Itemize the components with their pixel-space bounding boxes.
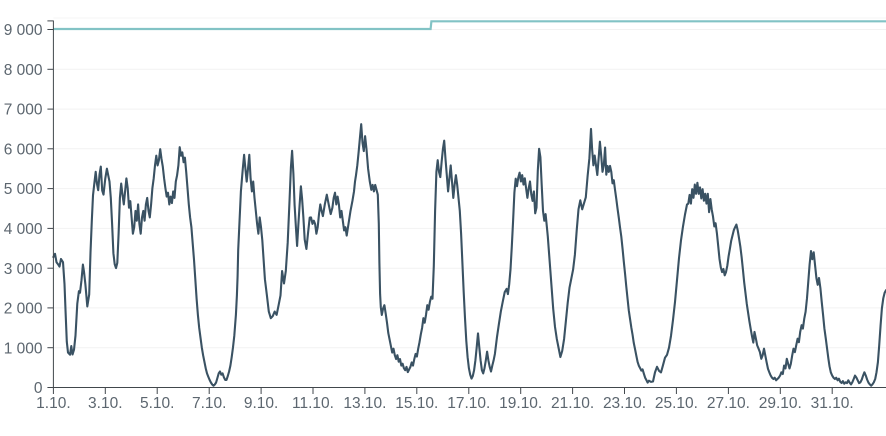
svg-text:25.10.: 25.10. <box>655 395 698 412</box>
svg-text:7.10.: 7.10. <box>192 395 226 412</box>
svg-text:9 000: 9 000 <box>4 22 43 39</box>
svg-text:19.10.: 19.10. <box>499 395 542 412</box>
svg-text:8 000: 8 000 <box>4 62 43 79</box>
svg-text:0: 0 <box>34 380 43 397</box>
svg-text:4 000: 4 000 <box>4 221 43 238</box>
svg-text:6 000: 6 000 <box>4 141 43 158</box>
svg-text:15.10.: 15.10. <box>395 395 438 412</box>
svg-text:11.10.: 11.10. <box>292 395 334 412</box>
svg-text:29.10.: 29.10. <box>759 395 802 412</box>
svg-text:7 000: 7 000 <box>4 102 43 119</box>
svg-text:3 000: 3 000 <box>4 261 43 278</box>
svg-text:5.10.: 5.10. <box>140 395 174 412</box>
svg-text:31.10.: 31.10. <box>811 395 854 412</box>
svg-text:21.10.: 21.10. <box>551 395 594 412</box>
svg-text:23.10.: 23.10. <box>603 395 646 412</box>
svg-text:13.10.: 13.10. <box>343 395 386 412</box>
svg-text:5 000: 5 000 <box>4 181 43 198</box>
svg-text:1.10.: 1.10. <box>36 395 70 412</box>
svg-text:27.10.: 27.10. <box>707 395 750 412</box>
svg-text:3.10.: 3.10. <box>88 395 122 412</box>
svg-text:17.10.: 17.10. <box>447 395 490 412</box>
svg-text:9.10.: 9.10. <box>244 395 278 412</box>
svg-text:1 000: 1 000 <box>4 340 43 357</box>
svg-text:2 000: 2 000 <box>4 301 43 318</box>
